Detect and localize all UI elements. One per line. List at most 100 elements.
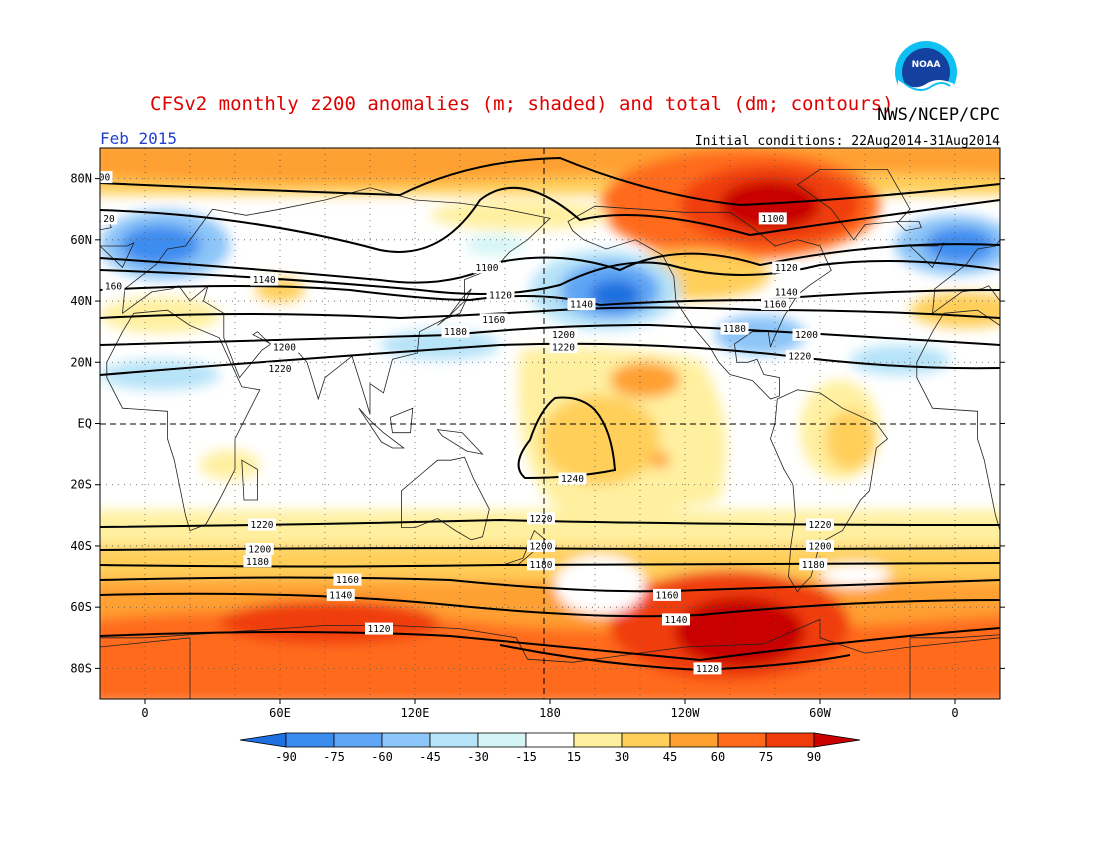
contour-label-bg bbox=[486, 288, 515, 301]
contour-line bbox=[100, 627, 1000, 662]
valid-month: Feb 2015 bbox=[100, 129, 177, 148]
contour-label-bg bbox=[720, 322, 749, 335]
contour-label: 1200 bbox=[527, 539, 555, 552]
contour-label-bg bbox=[248, 518, 276, 531]
colorbar-swatch bbox=[717, 732, 767, 748]
lon-tick-label: 60E bbox=[269, 706, 291, 720]
colorbar-tick-label: 45 bbox=[663, 750, 677, 764]
contour-label-bg bbox=[102, 279, 125, 292]
contour-label-text: 1140 bbox=[570, 300, 593, 311]
contour-label-bg bbox=[266, 362, 294, 375]
colorbar-tick-label: -45 bbox=[419, 750, 441, 764]
contour-label: 1200 bbox=[270, 340, 299, 353]
colorbar-high-arrow bbox=[813, 732, 861, 748]
contour-line bbox=[100, 243, 1000, 284]
coastline bbox=[0, 206, 21, 399]
contour-label: 1180 bbox=[527, 558, 555, 571]
lat-tick-label: 80N bbox=[70, 172, 92, 186]
lon-tick-label: 120W bbox=[671, 706, 701, 720]
contour-label-bg bbox=[473, 261, 501, 274]
coastline bbox=[436, 429, 484, 455]
contour-label-bg bbox=[326, 588, 355, 601]
contour-label: 1180 bbox=[720, 322, 749, 335]
contour-label-bg bbox=[100, 171, 113, 184]
contour-line bbox=[100, 342, 1000, 376]
contour-label-text: 1220 bbox=[809, 520, 832, 531]
contour-line bbox=[100, 285, 1000, 307]
colorbar-swatch bbox=[381, 732, 431, 748]
contour-label-bg bbox=[761, 298, 789, 311]
contour-label: 1220 bbox=[806, 518, 834, 531]
contour-label-bg bbox=[785, 350, 814, 363]
contour-label: 1120 bbox=[365, 622, 393, 635]
contour-label: 1120 bbox=[486, 288, 515, 301]
coastline bbox=[100, 637, 191, 699]
anomaly-shading bbox=[100, 148, 1000, 699]
lat-tick-label: 60S bbox=[70, 600, 92, 614]
contour-label-text: 1220 bbox=[530, 514, 553, 525]
contour-label-bg bbox=[527, 512, 555, 525]
coastline bbox=[0, 390, 78, 592]
contour-label-bg bbox=[365, 622, 393, 635]
contour-label-text: 1120 bbox=[368, 624, 391, 635]
coastline bbox=[358, 407, 405, 449]
contour-label-bg bbox=[333, 573, 362, 586]
contour-label-bg bbox=[693, 662, 722, 675]
contour-label-bg bbox=[527, 539, 555, 552]
agency-label: NWS/NCEP/CPC bbox=[877, 105, 1000, 125]
colorbar-tick-label: -15 bbox=[515, 750, 537, 764]
coastline bbox=[241, 459, 258, 501]
contour-label-text: 1200 bbox=[248, 545, 271, 556]
contour-label-text: 20 bbox=[103, 214, 115, 225]
colorbar-swatch bbox=[525, 732, 575, 748]
contour-label-text: 1160 bbox=[482, 315, 505, 326]
contour-label-text: 1180 bbox=[444, 327, 467, 338]
contour-label: 1180 bbox=[799, 558, 828, 571]
lon-tick-label: 120E bbox=[401, 706, 430, 720]
colorbar-swatch bbox=[669, 732, 719, 748]
colorbar-swatch bbox=[573, 732, 623, 748]
contour-label: 1120 bbox=[772, 261, 801, 274]
contour-label: 1180 bbox=[243, 555, 272, 568]
coastline bbox=[401, 456, 490, 541]
contour-label-bg bbox=[772, 261, 801, 274]
contour-label: 1180 bbox=[441, 325, 470, 338]
contour-line bbox=[100, 156, 1000, 207]
contour-label-text: 160 bbox=[105, 281, 122, 292]
contour-label-bg bbox=[567, 298, 596, 311]
contour-label: 160 bbox=[102, 279, 125, 292]
lon-tick-label: 0 bbox=[951, 706, 958, 720]
colorbar-tick-label: -60 bbox=[371, 750, 393, 764]
contour-label-bg bbox=[101, 212, 117, 225]
contour-label-bg bbox=[245, 543, 274, 556]
lon-tick-label: 0 bbox=[141, 706, 148, 720]
colorbar-tick-label: 90 bbox=[807, 750, 821, 764]
contour-label-text: 1100 bbox=[476, 263, 499, 274]
contour-label: 1140 bbox=[772, 285, 801, 298]
coastline bbox=[1052, 460, 1068, 500]
contour-label: 1100 bbox=[473, 261, 501, 274]
colorbar-swatch bbox=[765, 732, 815, 748]
contour-label-bg bbox=[243, 555, 272, 568]
contour-label: 1200 bbox=[549, 328, 578, 341]
noaa-logo: NOAA bbox=[895, 41, 957, 103]
contour-label-text: 1200 bbox=[552, 330, 575, 341]
contour-label: 1100 bbox=[758, 212, 787, 225]
contour-label-text: 1100 bbox=[761, 214, 784, 225]
contour-label-text: 1180 bbox=[246, 557, 269, 568]
contour-label-text: 1200 bbox=[795, 330, 818, 341]
contour-label: 1160 bbox=[653, 588, 681, 601]
contour-label: 1140 bbox=[326, 588, 355, 601]
colorbar-swatch bbox=[285, 732, 335, 748]
contour-label: 1220 bbox=[248, 518, 276, 531]
contour-label-bg bbox=[653, 588, 681, 601]
contour-label: 1200 bbox=[245, 543, 274, 556]
contour-label: 1160 bbox=[761, 298, 789, 311]
contour-line bbox=[100, 260, 1000, 295]
contour-label: 1140 bbox=[662, 613, 690, 626]
lat-tick-label: 20S bbox=[70, 478, 92, 492]
contour-label: 1160 bbox=[479, 313, 508, 326]
colorbar-tick-label: 75 bbox=[759, 750, 773, 764]
contour-label-bg bbox=[479, 313, 508, 326]
contour-label-text: 1160 bbox=[656, 590, 679, 601]
